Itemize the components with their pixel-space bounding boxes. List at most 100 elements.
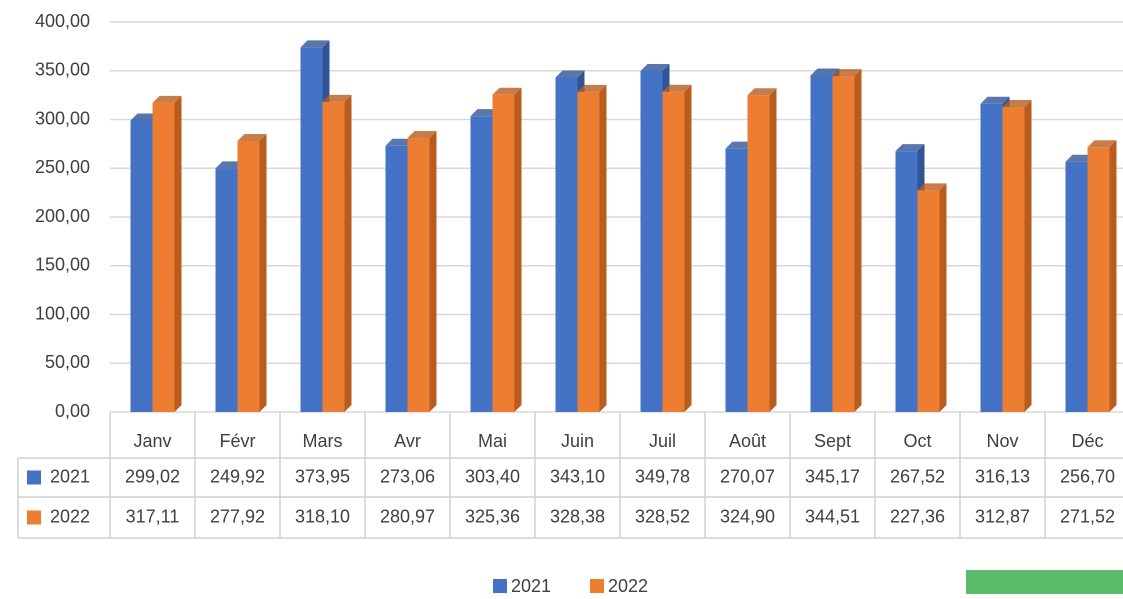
table-value: 318,10	[295, 506, 350, 526]
y-tick-label: 400,00	[35, 11, 90, 31]
table-value: 325,36	[465, 506, 520, 526]
bar	[895, 151, 918, 412]
bar-top	[385, 138, 415, 146]
x-tick-label: Janv	[133, 431, 171, 451]
table-value: 328,38	[550, 506, 605, 526]
bar-top	[1087, 140, 1117, 148]
bar-top	[492, 87, 522, 95]
y-tick-label: 0,00	[55, 401, 90, 421]
table-value: 343,10	[550, 466, 605, 486]
bar-top	[832, 69, 862, 77]
table-key	[27, 510, 41, 525]
bar-top	[215, 161, 245, 169]
bar	[725, 148, 748, 412]
table-value: 249,92	[210, 466, 265, 486]
y-tick-label: 150,00	[35, 255, 90, 275]
bar-top	[555, 70, 585, 78]
bar-top	[980, 96, 1010, 104]
bar-top	[917, 183, 947, 191]
bar-side	[599, 84, 607, 412]
x-tick-label: Sept	[814, 431, 851, 451]
legend-label: 2021	[511, 576, 551, 594]
table-key	[27, 470, 41, 485]
legend-label: 2022	[608, 576, 648, 594]
table-value: 270,07	[720, 466, 775, 486]
legend-key	[493, 579, 507, 593]
bar	[832, 76, 855, 412]
bar	[577, 91, 600, 412]
bar	[810, 75, 833, 412]
y-tick-label: 300,00	[35, 108, 90, 128]
badge	[966, 570, 1123, 594]
bar-side	[1024, 99, 1032, 412]
bar-top	[662, 84, 692, 92]
x-tick-label: Mai	[478, 431, 507, 451]
bar	[1002, 106, 1025, 412]
table-value: 344,51	[805, 506, 860, 526]
table-value: 273,06	[380, 466, 435, 486]
bar	[747, 95, 770, 412]
bar	[917, 190, 940, 412]
bar-top	[407, 131, 437, 139]
table-value: 303,40	[465, 466, 520, 486]
bar	[640, 70, 663, 412]
table-value: 271,52	[1060, 506, 1115, 526]
bar	[407, 138, 430, 412]
bar-side	[514, 87, 522, 413]
y-tick-label: 250,00	[35, 157, 90, 177]
bar-top	[810, 68, 840, 76]
x-tick-label: Nov	[986, 431, 1018, 451]
x-tick-label: Oct	[903, 431, 931, 451]
legend-key	[590, 579, 604, 593]
bar-side	[259, 134, 267, 412]
table-value: 299,02	[125, 466, 180, 486]
bar-top	[322, 94, 352, 102]
bar-side	[429, 131, 437, 412]
x-tick-label: Mars	[303, 431, 343, 451]
bar-top	[1065, 154, 1095, 162]
bar	[152, 102, 175, 412]
table-value: 312,87	[975, 506, 1030, 526]
bar	[300, 47, 323, 413]
bar-top	[640, 63, 670, 71]
x-tick-label: Août	[729, 431, 766, 451]
table-row-label: 2022	[50, 506, 90, 526]
table-row-label: 2021	[50, 466, 90, 486]
bar	[470, 116, 493, 412]
y-tick-label: 100,00	[35, 303, 90, 323]
bar	[130, 120, 153, 412]
table-value: 345,17	[805, 466, 860, 486]
x-tick-label: Avr	[394, 431, 421, 451]
bar-top	[577, 84, 607, 92]
table-value: 277,92	[210, 506, 265, 526]
bar-side	[854, 69, 862, 412]
bar-side	[684, 84, 692, 413]
bar-top	[130, 113, 160, 121]
table-value: 227,36	[890, 506, 945, 526]
bar-top	[237, 134, 267, 142]
x-tick-label: Févr	[220, 431, 256, 451]
table-value: 267,52	[890, 466, 945, 486]
bar	[662, 91, 685, 413]
bar	[385, 145, 408, 413]
bar-side	[1109, 140, 1117, 412]
bar	[1087, 147, 1110, 412]
table-value: 256,70	[1060, 466, 1115, 486]
table-value: 316,13	[975, 466, 1030, 486]
x-tick-label: Déc	[1071, 431, 1103, 451]
bar	[980, 103, 1003, 412]
bar	[555, 77, 578, 412]
bar	[237, 141, 260, 412]
bar-top	[725, 141, 755, 149]
bar-top	[1002, 99, 1032, 107]
bar-top	[300, 40, 330, 48]
y-tick-label: 50,00	[45, 352, 90, 372]
table-value: 349,78	[635, 466, 690, 486]
bar	[215, 168, 238, 412]
bar-side	[344, 94, 352, 412]
bar-side	[939, 183, 947, 412]
bar	[1065, 161, 1088, 412]
bar-side	[769, 88, 777, 412]
bar-top	[895, 144, 925, 152]
